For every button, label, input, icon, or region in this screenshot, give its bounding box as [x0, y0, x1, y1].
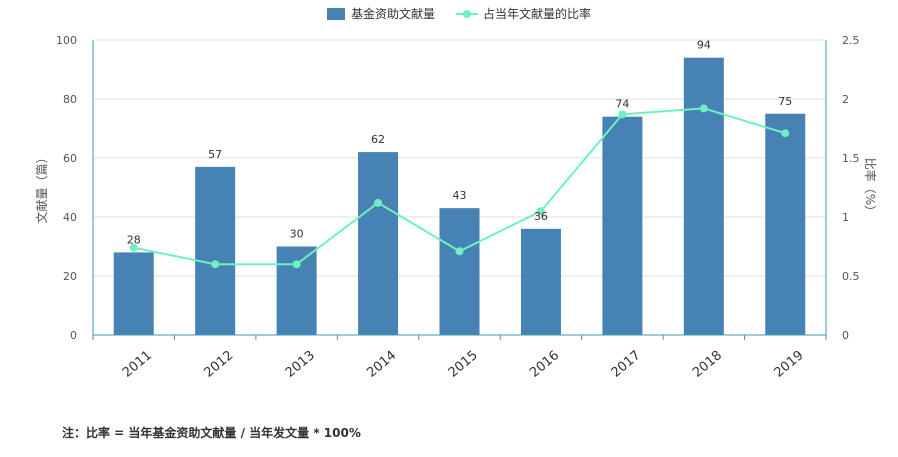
- data-labels: 28 57 30 62 43 36 74 94 75: [127, 39, 793, 247]
- bar-value-label: 75: [778, 95, 792, 108]
- legend-bar-label: 基金资助文献量: [351, 6, 435, 21]
- ratio-point-2015: [455, 247, 464, 256]
- y-tick-label: 80: [63, 93, 77, 106]
- bar-2014: [358, 152, 399, 335]
- x-tick-label: 2015: [446, 348, 481, 381]
- x-tick-label: 2011: [120, 348, 155, 381]
- ratio-point-2011: [129, 243, 138, 252]
- ratio-point-2017: [618, 110, 627, 119]
- bar-2012: [195, 166, 236, 335]
- bar-2018: [683, 57, 724, 335]
- x-tick-label: 2016: [527, 348, 562, 381]
- bar-value-label: 94: [697, 39, 711, 52]
- bar-2011: [113, 252, 154, 335]
- bar-value-label: 28: [127, 233, 141, 246]
- y2-tick-label: 1: [842, 211, 849, 224]
- y2-tick-label: 0: [842, 329, 849, 342]
- y-tick-label: 20: [63, 270, 77, 283]
- bar-2019: [765, 113, 806, 335]
- legend[interactable]: 基金资助文献量 占当年文献量的比率: [327, 6, 591, 21]
- bar-value-label: 43: [453, 189, 467, 202]
- y-tick-label: 40: [63, 211, 77, 224]
- footnote: 注：比率 = 当年基金资助文献量 / 当年发文量 * 100%: [62, 426, 361, 440]
- legend-line-label: 占当年文献量的比率: [483, 6, 591, 21]
- bar-value-label: 36: [534, 210, 548, 223]
- bar-2017: [602, 116, 643, 335]
- bar-value-label: 62: [371, 133, 385, 146]
- ratio-point-2018: [699, 104, 708, 113]
- x-tick-label: 2017: [609, 348, 644, 381]
- y2-tick-label: 0.5: [842, 270, 860, 283]
- bar-2013: [276, 246, 317, 335]
- x-tick-label: 2013: [283, 348, 318, 381]
- ratio-point-2014: [374, 198, 383, 207]
- y-tick-label: 0: [70, 329, 77, 342]
- y2-tick-label: 2: [842, 93, 849, 106]
- bar-value-label: 74: [615, 98, 629, 111]
- y2-tick-label: 2.5: [842, 34, 860, 47]
- x-tick-label: 2019: [772, 348, 807, 381]
- y-tick-label: 60: [63, 152, 77, 165]
- y-axis-title: 文献量（篇）: [34, 151, 49, 223]
- y-tick-label: 100: [56, 34, 77, 47]
- ratio-point-2019: [781, 129, 790, 138]
- bar-series: [113, 57, 806, 335]
- bar-2015: [439, 208, 480, 335]
- x-tick-label: 2012: [201, 348, 236, 381]
- ratio-point-2016: [536, 207, 545, 216]
- ratio-point-2013: [292, 260, 301, 269]
- ratio-point-2012: [211, 260, 220, 269]
- bar-value-label: 57: [208, 148, 222, 161]
- y2-axis-title: 比率（%）: [863, 158, 878, 217]
- bar-2016: [520, 228, 561, 335]
- line-series: [129, 104, 790, 269]
- legend-bar-swatch: [327, 8, 345, 20]
- x-tick-label: 2014: [364, 348, 399, 381]
- x-tick-label: 2018: [690, 348, 725, 381]
- legend-line-marker: [463, 10, 471, 18]
- y2-tick-label: 1.5: [842, 152, 860, 165]
- bar-value-label: 30: [290, 228, 304, 241]
